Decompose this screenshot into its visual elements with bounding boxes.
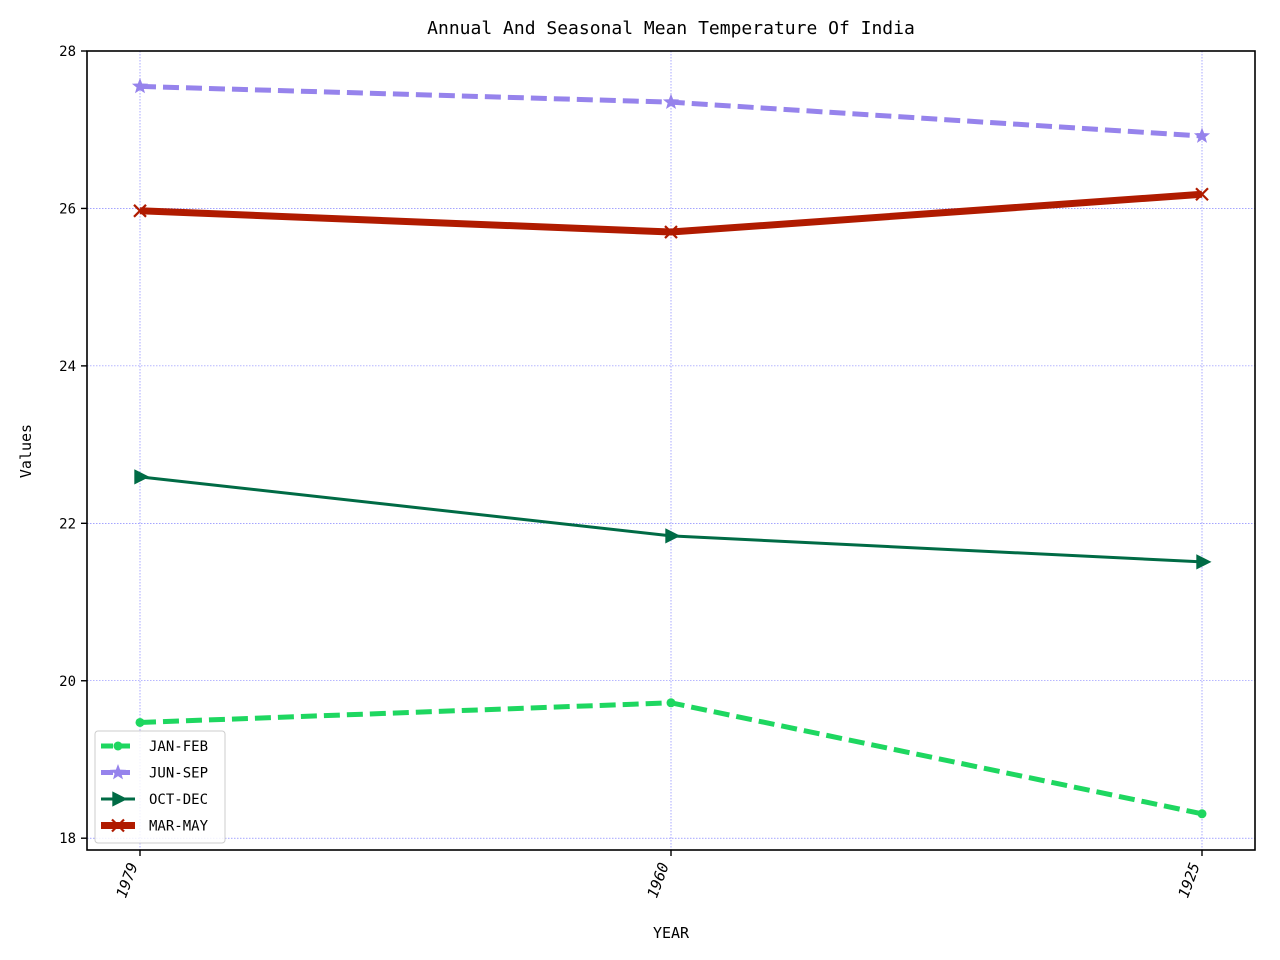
- data-point: [131, 77, 149, 94]
- data-point-stroke: [111, 818, 125, 833]
- legend-label: OCT-DEC: [149, 792, 208, 808]
- data-point: [134, 469, 150, 485]
- data-point: [111, 818, 125, 833]
- series-mar-may: [133, 187, 1209, 239]
- x-axis-label: YEAR: [653, 924, 690, 942]
- data-point: [665, 528, 681, 544]
- legend-label: MAR-MAY: [149, 819, 209, 835]
- y-tick-label: 24: [59, 359, 76, 375]
- y-tick-label: 28: [59, 44, 76, 60]
- legend-label: JUN-SEP: [149, 766, 208, 782]
- series-jan-feb: [135, 698, 1207, 819]
- legend: JAN-FEB JUN-SEP OCT-DEC MAR-MAY: [94, 730, 226, 844]
- series-jun-sep: [131, 77, 1211, 143]
- data-point-stroke: [1195, 187, 1209, 202]
- series-oct-dec: [134, 469, 1212, 570]
- data-point: [112, 791, 128, 807]
- data-point: [666, 698, 676, 708]
- legend-item: MAR-MAY: [101, 819, 209, 835]
- data-point: [1197, 809, 1207, 819]
- data-point: [1193, 127, 1211, 143]
- data-point: [662, 93, 680, 110]
- data-point: [133, 204, 147, 218]
- data-point-stroke: [133, 204, 147, 218]
- legend-item: JUN-SEP: [101, 764, 208, 782]
- x-tick-label: 1960: [643, 860, 672, 900]
- series-line: [139, 700, 1203, 817]
- series-layer: [131, 77, 1212, 819]
- data-point: [1196, 554, 1212, 570]
- chart-title: Annual And Seasonal Mean Temperature Of …: [427, 18, 915, 39]
- legend-label: JAN-FEB: [149, 739, 208, 755]
- y-tick-label: 26: [59, 201, 76, 217]
- data-point: [135, 717, 145, 727]
- y-tick-label: 20: [59, 674, 76, 690]
- data-point: [113, 741, 123, 751]
- x-tick-label: 1979: [112, 860, 141, 900]
- y-axis-label: Values: [17, 424, 35, 478]
- data-point: [664, 225, 678, 239]
- legend-item: JAN-FEB: [101, 739, 208, 755]
- x-tick-label: 1925: [1174, 860, 1203, 900]
- y-tick-label: 22: [59, 516, 76, 532]
- axes: 18 20 22 24 26 28 1979 1960 1925: [59, 44, 1204, 900]
- y-tick-label: 18: [59, 831, 76, 847]
- legend-box: [94, 730, 226, 844]
- data-point-stroke: [664, 225, 678, 239]
- data-point: [1195, 187, 1209, 202]
- data-point: [109, 764, 127, 780]
- legend-item: OCT-DEC: [101, 791, 208, 808]
- grid: [87, 50, 1255, 850]
